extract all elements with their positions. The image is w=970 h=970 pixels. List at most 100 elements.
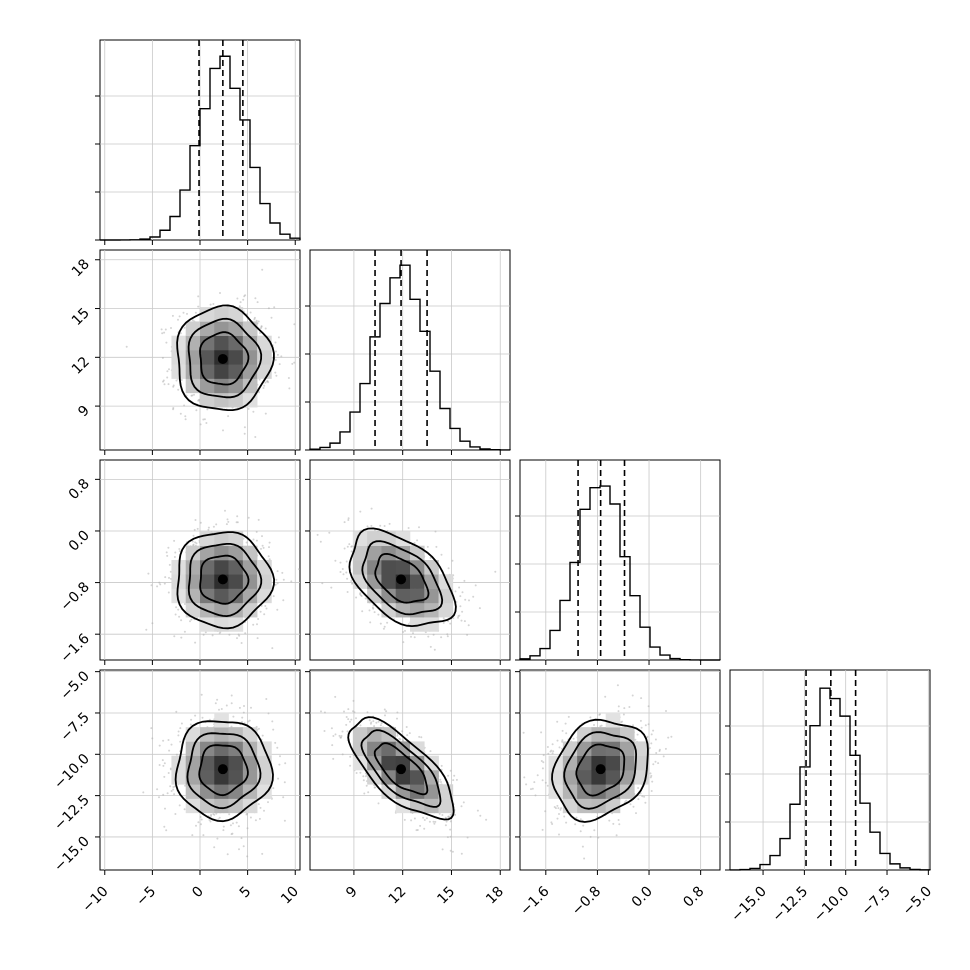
density-cell	[228, 392, 244, 408]
sample-point	[359, 771, 362, 774]
density-cell	[185, 545, 201, 561]
density-cell	[214, 588, 229, 604]
sample-point	[373, 725, 376, 728]
sample-point	[172, 788, 175, 791]
sample-point	[275, 350, 277, 353]
sample-point	[268, 558, 271, 561]
sample-point	[434, 820, 437, 823]
histogram-step	[99, 55, 301, 241]
sample-point	[458, 586, 461, 589]
sample-point	[168, 368, 170, 371]
sample-point	[179, 332, 182, 335]
sample-point	[282, 578, 285, 581]
density-cell	[352, 560, 368, 575]
contour-line	[176, 304, 275, 411]
sample-point	[182, 311, 185, 314]
sample-point	[168, 749, 171, 752]
sample-point	[280, 355, 283, 358]
sample-point	[466, 633, 469, 636]
density-cell	[410, 545, 425, 561]
sample-point	[423, 827, 426, 830]
sample-point	[267, 712, 270, 715]
sample-point	[418, 735, 421, 738]
sample-point	[306, 732, 308, 734]
sample-point	[278, 363, 281, 366]
sample-point	[370, 721, 373, 724]
density-cell	[214, 560, 229, 575]
sample-point	[352, 710, 354, 713]
sample-point	[347, 718, 350, 721]
sample-point	[200, 693, 203, 696]
sample-point	[163, 331, 166, 334]
sample-point	[178, 550, 181, 553]
sample-point	[166, 370, 169, 373]
sample-point	[426, 545, 429, 548]
sample-point	[197, 295, 200, 298]
sample-point	[259, 327, 262, 330]
sample-point	[243, 426, 246, 429]
sample-point	[616, 684, 619, 687]
sample-point	[174, 551, 177, 554]
sample-point	[151, 737, 154, 740]
density-cell	[424, 770, 439, 785]
sample-point	[410, 819, 413, 822]
sample-point	[249, 311, 252, 314]
sample-point	[210, 815, 212, 817]
sample-point	[449, 622, 452, 625]
sample-point	[209, 820, 212, 823]
sample-point	[277, 336, 280, 339]
contour-line	[348, 527, 457, 628]
sample-point	[379, 524, 382, 527]
sample-point	[250, 706, 252, 709]
contour-line	[199, 554, 250, 605]
sample-point	[252, 623, 255, 626]
sample-point	[170, 743, 173, 746]
sample-point	[321, 582, 324, 585]
sample-point	[212, 303, 215, 305]
density-cell	[367, 531, 382, 547]
sample-point	[199, 816, 202, 818]
panel-frame	[729, 669, 931, 871]
histogram-param-1	[99, 40, 301, 241]
sample-point	[407, 623, 410, 626]
density-cell	[381, 574, 397, 589]
sample-point	[288, 387, 291, 390]
sample-point	[420, 736, 423, 739]
density-cell	[200, 392, 215, 408]
sample-point	[458, 614, 461, 617]
sample-point	[342, 573, 345, 576]
sample-point	[345, 560, 348, 563]
sample-point	[359, 510, 362, 513]
sample-point	[274, 359, 277, 361]
density-cell	[228, 784, 244, 799]
sample-point	[256, 637, 259, 640]
contour-line	[187, 317, 263, 399]
sample-point	[258, 378, 261, 381]
sample-point	[177, 734, 180, 737]
density-cell	[410, 784, 425, 799]
sample-point	[359, 592, 362, 595]
sample-point	[370, 507, 373, 510]
sample-point	[214, 702, 217, 705]
sample-point	[407, 527, 410, 529]
sample-point	[267, 555, 270, 558]
sample-point	[184, 784, 187, 787]
sample-point	[561, 739, 564, 742]
sample-point	[319, 540, 322, 543]
sample-point	[259, 610, 262, 613]
density-cell	[228, 588, 244, 604]
sample-point	[623, 707, 626, 710]
sample-point	[367, 791, 370, 794]
density-cell	[228, 364, 244, 379]
sample-point	[330, 586, 333, 589]
sample-point	[202, 834, 205, 837]
density-cell	[242, 588, 258, 604]
sample-point	[464, 598, 467, 601]
sample-point	[558, 833, 560, 836]
density-cell	[185, 727, 201, 742]
sample-point	[423, 819, 426, 821]
density-cell	[228, 755, 244, 771]
sample-point	[191, 540, 194, 543]
sample-point	[429, 750, 432, 753]
sample-point	[228, 813, 231, 816]
